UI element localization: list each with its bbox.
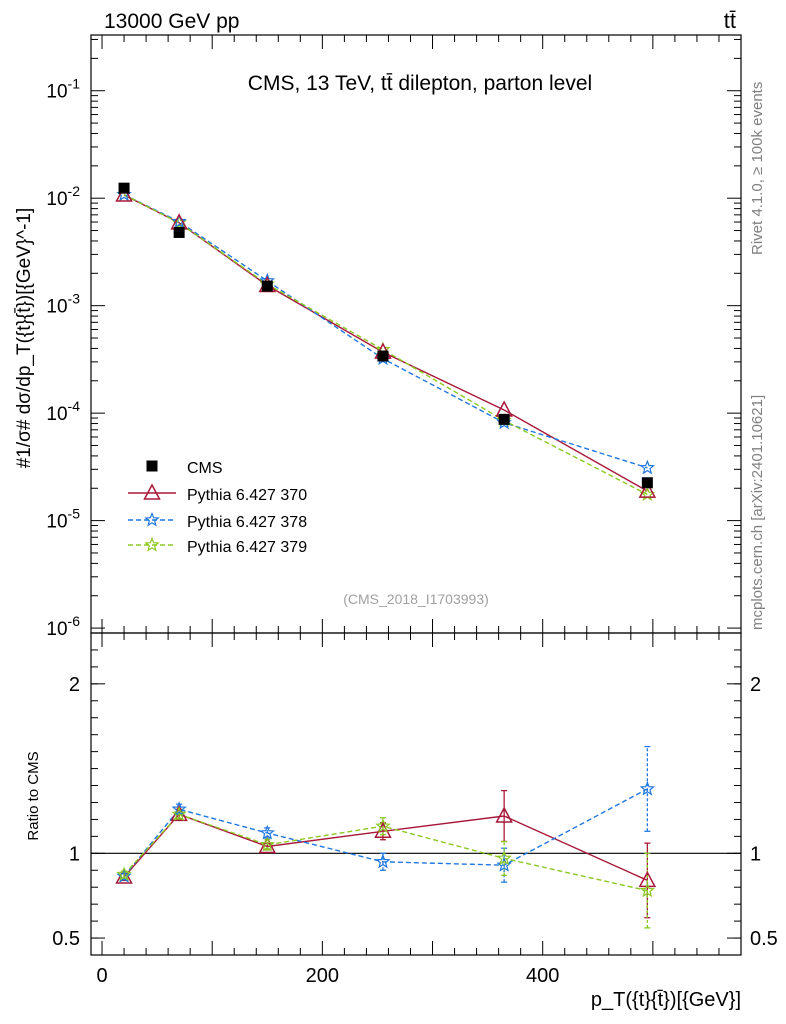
legend: CMS Pythia 6.427 370 Pythia 6.427 378 Py… (128, 460, 307, 556)
main-y-tick-exponent: -6 (68, 613, 81, 629)
legend-marker-0 (146, 460, 158, 472)
ratio-point-s2-0 (116, 866, 132, 882)
main-point-s0-1 (173, 226, 185, 238)
main-y-tick-label: 10-2 (46, 183, 80, 210)
main-point-s1-0 (115, 185, 133, 202)
main-data-layer (115, 182, 657, 502)
ratio-panel-frame (90, 632, 742, 956)
main-point-s0-3 (377, 350, 389, 362)
main-y-axis-label: #1/σ# dσ/dp_T({t}{t̄})[{GeV}^-1] (14, 208, 35, 469)
ratio-y-tick-label: 0.5 (52, 928, 80, 950)
ratio-y-tick-label-right: 2 (750, 674, 761, 696)
legend-marker-2 (144, 511, 160, 527)
main-point-s1-5 (638, 481, 657, 498)
legend-marker-3 (144, 536, 160, 552)
ratio-y-tick-label-right: 0.5 (750, 928, 778, 950)
main-point-s2-1 (171, 213, 187, 229)
main-point-s2-5 (639, 459, 656, 475)
ratio-point-s0-5 (638, 870, 657, 888)
main-y-tick-exponent: -5 (68, 506, 81, 522)
legend-label-379: Pythia 6.427 379 (187, 539, 307, 556)
ratio-y-tick-label-right: 1 (750, 843, 761, 865)
main-y-tick-label: 10-6 (46, 613, 80, 640)
legend-marker-1 (143, 483, 161, 500)
ratio-y-tick-label: 1 (69, 843, 80, 865)
main-watermark: (CMS_2018_I1703993) (343, 591, 489, 607)
ratio-point-s1-5 (639, 780, 656, 796)
legend-label-378: Pythia 6.427 378 (187, 514, 307, 531)
x-tick-label: 200 (306, 965, 339, 987)
main-y-tick-base: 10 (46, 189, 67, 210)
main-series-line-2 (123, 193, 648, 469)
ratio-point-s2-3 (375, 818, 391, 833)
main-y-tick-exponent: -1 (68, 76, 81, 92)
main-y-tick-label: 10-3 (46, 291, 80, 318)
main-y-tick-base: 10 (46, 82, 67, 103)
ratio-point-s2-1 (171, 806, 187, 821)
main-y-tick-exponent: -3 (68, 291, 81, 307)
main-series-line-3 (123, 193, 648, 496)
ratio-data-layer (91, 745, 741, 929)
main-title: CMS, 13 TeV, tt̄ dilepton, parton level (248, 72, 592, 95)
legend-label-cms: CMS (187, 460, 223, 477)
ratio-point-s2-2 (259, 836, 276, 852)
legend-label-370: Pythia 6.427 370 (187, 487, 307, 504)
main-y-tick-exponent: -2 (68, 183, 81, 199)
mcplots-label: mcplots.cern.ch [arXiv:2401.10621] (749, 395, 766, 630)
x-tick-label: 400 (526, 965, 559, 987)
process-label: tt̄ (724, 8, 736, 33)
main-point-s0-0 (118, 182, 130, 194)
ratio-point-s2-5 (639, 882, 656, 898)
main-point-s0-4 (498, 413, 510, 425)
main-y-tick-exponent: -4 (68, 398, 81, 414)
ratio-series-line-2 (123, 813, 648, 892)
ratio-series-line-1 (123, 788, 648, 877)
main-point-s0-5 (641, 477, 653, 489)
ratio-y-tick-label: 2 (69, 674, 80, 696)
x-tick-label: 0 (96, 965, 107, 987)
main-point-s0-2 (261, 280, 273, 292)
ratio-point-s2-4 (496, 850, 512, 866)
x-axis-label: p_T({t}{t̄})[{GeV}] (591, 989, 741, 1011)
ratio-axis-ticks: 0 200 400 0.5 0.5 1 1 2 2 (52, 633, 778, 987)
main-y-tick-base: 10 (46, 512, 67, 533)
ratio-point-s0-4 (495, 806, 513, 823)
ratio-y-axis-label: Ratio to CMS (25, 751, 42, 840)
main-y-tick-label: 10-4 (46, 398, 80, 425)
rivet-label: Rivet 4.1.0, ≥ 100k events (749, 82, 766, 255)
main-y-tick-label: 10-5 (46, 506, 80, 533)
ratio-point-s1-4 (496, 857, 512, 872)
energy-label: 13000 GeV pp (104, 10, 239, 33)
main-y-tick-base: 10 (46, 619, 67, 640)
main-y-tick-label: 10-1 (46, 76, 80, 103)
ratio-point-s1-3 (375, 853, 391, 869)
main-y-tick-base: 10 (46, 404, 67, 425)
ratio-point-s1-2 (259, 824, 276, 840)
main-axis-ticks: 10-610-510-410-310-210-1 (46, 35, 741, 640)
ratio-point-s1-1 (171, 801, 187, 816)
main-y-tick-base: 10 (46, 297, 67, 318)
